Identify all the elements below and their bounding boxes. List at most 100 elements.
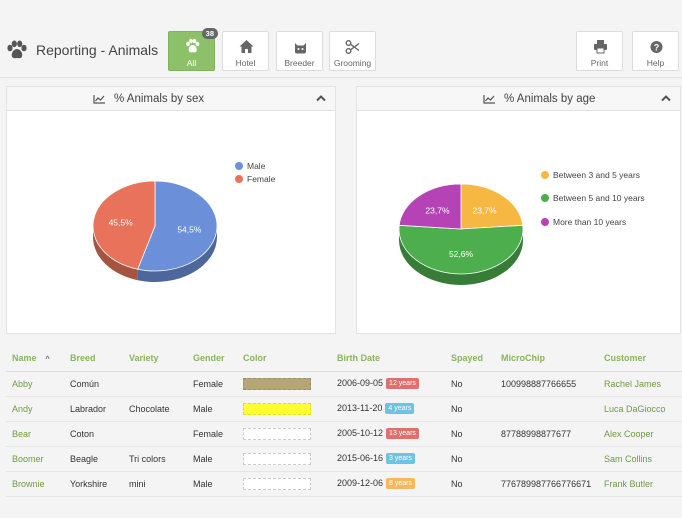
help-icon: ? (650, 41, 663, 53)
legend-item[interactable]: Between 5 and 10 years (541, 187, 645, 211)
chart-panel-age: % Animals by age 23,7% 52,6% 23,7% Between… (356, 86, 681, 334)
cell-customer[interactable]: Frank Butler (598, 471, 682, 497)
table-row[interactable]: Brownie Yorkshire mini Male 2009-12-06 8 year… (6, 471, 682, 497)
legend-label: Female (247, 173, 276, 184)
cell-variety: mini (123, 471, 187, 497)
cell-customer[interactable]: Sam Collins (598, 446, 682, 472)
legend-item[interactable]: Male (235, 159, 275, 172)
color-swatch (243, 452, 311, 465)
pie-slice[interactable] (137, 180, 218, 272)
cell-customer[interactable]: Luca DaGiocco (598, 396, 682, 422)
color-swatch (243, 427, 311, 440)
filter-hotel-label: Hotel (235, 58, 256, 68)
cell-spayed: No (445, 446, 495, 472)
legend-swatch (541, 217, 549, 226)
cell-customer[interactable]: Alex Cooper (598, 421, 682, 447)
count-badge: 38 (201, 28, 218, 39)
pie-slice-side (399, 229, 523, 285)
cell-name[interactable]: Brownie (6, 471, 64, 497)
legend-item[interactable]: Between 3 and 5 years (541, 163, 645, 187)
birth-date: 2009-12-06 (337, 477, 384, 488)
legend-item[interactable]: More than 10 years (541, 210, 645, 234)
pie-chart-sex: 54,5% 45,5% (92, 180, 218, 282)
cell-microchip (495, 396, 598, 422)
filter-breeder-button[interactable]: Breeder (276, 31, 323, 71)
cell-spayed: No (445, 421, 495, 447)
column-header-variety[interactable]: Variety (123, 346, 187, 372)
table-row[interactable]: Bear Coton Female 2005-10-12 13 years No 87788… (6, 421, 682, 447)
cell-name[interactable]: Abby (6, 371, 64, 397)
filter-hotel-button[interactable]: Hotel (222, 31, 269, 71)
animals-table: Name ^ Breed Variety Gender Color Birth D… (6, 346, 682, 497)
pie-slice[interactable] (92, 180, 156, 270)
panel-title: % Animals by sex (93, 93, 204, 105)
cell-gender: Female (187, 371, 237, 397)
pie-slice[interactable] (398, 183, 462, 230)
chevron-up-icon[interactable] (316, 94, 326, 102)
cell-birth-date: 2013-11-20 4 years (331, 396, 445, 422)
age-badge: 13 years (386, 428, 419, 440)
cell-name[interactable]: Bear (6, 421, 64, 447)
cell-microchip: 100998887766655 (495, 371, 598, 397)
cell-breed: Coton (64, 421, 123, 447)
cell-name[interactable]: Andy (6, 396, 64, 422)
age-badge: 8 years (386, 478, 416, 490)
app-header: Reporting - Animals 38 All Hotel Breeder (0, 0, 682, 78)
column-header-spayed[interactable]: Spayed (445, 346, 495, 372)
table-row[interactable]: Abby Común Female 2006-09-05 12 years No 10099… (6, 371, 682, 397)
cell-variety: Chocolate (123, 396, 187, 422)
legend-swatch (235, 161, 243, 170)
pie-slice[interactable] (460, 183, 524, 230)
help-button[interactable]: ? Help (632, 31, 679, 71)
cell-color (237, 471, 331, 497)
cell-spayed: No (445, 371, 495, 397)
column-header-breed[interactable]: Breed (64, 346, 123, 372)
pie-slice[interactable] (398, 224, 524, 275)
cell-breed: Común (64, 371, 123, 397)
legend-item[interactable]: Female (235, 172, 275, 185)
cell-breed: Labrador (64, 396, 123, 422)
cell-customer[interactable]: Rachel James (598, 371, 682, 397)
table-row[interactable]: Andy Labrador Chocolate Male 2013-11-20 4 yea… (6, 396, 682, 422)
column-header-gender[interactable]: Gender (187, 346, 237, 372)
home-icon (239, 40, 254, 53)
legend-label: Male (247, 160, 266, 171)
cell-gender: Male (187, 446, 237, 472)
cell-color (237, 396, 331, 422)
print-button[interactable]: Print (576, 31, 623, 71)
cell-gender: Male (187, 396, 237, 422)
brand: Reporting - Animals (6, 40, 158, 60)
chevron-up-icon[interactable] (661, 94, 671, 102)
column-header-name[interactable]: Name ^ (6, 346, 64, 372)
table-header-row: Name ^ Breed Variety Gender Color Birth D… (6, 346, 682, 372)
cell-variety (123, 371, 187, 397)
print-label: Print (590, 58, 609, 68)
birth-date: 2015-06-16 (337, 452, 384, 463)
legend-label: Between 5 and 10 years (553, 193, 645, 204)
column-header-color[interactable]: Color (237, 346, 331, 372)
table-row[interactable]: Boomer Beagle Tri colors Male 2015-06-16 3 ye… (6, 446, 682, 472)
cell-name[interactable]: Boomer (6, 446, 64, 472)
paw-group-icon (186, 38, 200, 53)
paw-icon (7, 40, 27, 59)
slice-value-label: 23,7% (425, 205, 450, 215)
help-label: Help (646, 58, 665, 68)
filter-all-button[interactable]: 38 All (168, 28, 218, 71)
cell-birth-date: 2009-12-06 8 years (331, 471, 445, 497)
filter-grooming-button[interactable]: Grooming (329, 31, 376, 71)
pie-slice-side (137, 226, 217, 282)
cell-microchip (495, 446, 598, 472)
cell-gender: Female (187, 421, 237, 447)
panel-title: % Animals by age (483, 93, 595, 105)
column-header-customer[interactable]: Customer (598, 346, 682, 372)
birth-date: 2013-11-20 (337, 402, 383, 413)
column-header-microchip[interactable]: MicroChip (495, 346, 598, 372)
page-title: Reporting - Animals (36, 42, 159, 58)
column-header-birth-date[interactable]: Birth Date (331, 346, 445, 372)
cell-color (237, 446, 331, 472)
sort-asc-icon[interactable]: ^ (45, 356, 50, 364)
line-chart-icon (483, 95, 495, 104)
chart-panel-sex: % Animals by sex 54,5% 45,5% Male Female (6, 86, 336, 334)
cell-microchip: 87788998877677 (495, 421, 598, 447)
cell-variety (123, 421, 187, 447)
